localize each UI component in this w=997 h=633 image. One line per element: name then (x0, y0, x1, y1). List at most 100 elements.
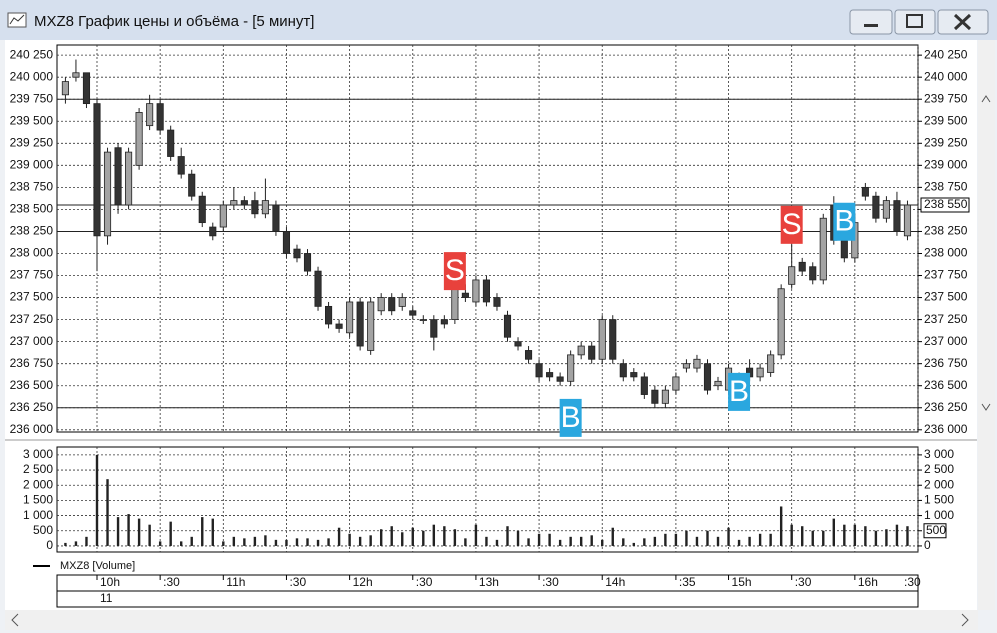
y-tick-label: 237 250 (10, 312, 54, 326)
candle-body (430, 319, 438, 338)
last-price-label: 238 550 (924, 197, 968, 211)
y-tick-label: 1 500 (23, 493, 53, 507)
y-tick-label-right: 3 000 (924, 447, 954, 461)
volume-bar (611, 527, 614, 546)
y-tick-label-right: 236 750 (924, 356, 968, 370)
volume-bar (264, 535, 267, 546)
y-tick-label: 239 750 (10, 91, 54, 105)
y-tick-label: 240 250 (10, 47, 54, 61)
signal-label: S (445, 254, 465, 287)
volume-bar (485, 536, 488, 546)
volume-bar (601, 539, 604, 546)
y-tick-label: 500 (33, 523, 53, 537)
volume-bar (579, 536, 583, 546)
candle-body (609, 319, 617, 360)
signal-marker (559, 398, 582, 437)
candle-body (493, 297, 501, 307)
minimize-button[interactable] (849, 9, 893, 35)
vertical-scrollbar[interactable] (978, 40, 995, 610)
y-tick-label: 237 000 (10, 334, 54, 348)
volume-bar (769, 533, 772, 546)
candle-body (251, 200, 259, 215)
window-title: MXZ8 График цены и объёма - [5 минут] (34, 13, 314, 30)
volume-bar (653, 536, 657, 546)
volume-bar (716, 536, 720, 546)
y-tick-label: 238 750 (10, 180, 54, 194)
y-tick-label: 2 500 (23, 462, 53, 476)
candle-body (682, 363, 690, 369)
volume-bar (243, 538, 246, 546)
volume-bar (695, 536, 699, 546)
volume-bar (790, 524, 793, 546)
candle-body (756, 367, 764, 378)
y-tick-label-right: 2 500 (924, 462, 954, 476)
candle-body (240, 200, 248, 206)
volume-bar (874, 530, 878, 546)
candle-body (409, 310, 417, 316)
candle-body (114, 147, 122, 206)
volume-bar (906, 526, 909, 546)
volume-bar (116, 517, 120, 546)
time-label: 10h (100, 575, 120, 589)
y-tick-label-right: 239 500 (924, 113, 968, 127)
volume-bar (706, 530, 709, 546)
volume-bar (864, 526, 867, 546)
y-tick-label-right: 2 000 (924, 477, 954, 491)
volume-bar (316, 539, 320, 546)
candle-body (377, 297, 385, 312)
maximize-button[interactable] (894, 9, 936, 35)
last-price-box (920, 197, 970, 213)
candle-body (861, 186, 869, 197)
time-label: :30 (289, 575, 306, 589)
y-tick-label-right: 0 (924, 538, 931, 552)
volume-bar (822, 530, 825, 546)
candle-body (177, 156, 185, 175)
candle-body (209, 226, 217, 237)
candle-body (567, 354, 575, 382)
y-tick-label: 238 500 (10, 202, 54, 216)
candle-body (535, 363, 543, 378)
candle-body (272, 204, 280, 232)
close-button[interactable] (937, 9, 989, 35)
y-tick-label-right: 238 250 (924, 224, 968, 238)
candle-body (630, 372, 638, 378)
y-tick-label-right: 240 000 (924, 69, 968, 83)
time-label: 11h (226, 575, 245, 589)
y-tick-label: 240 000 (10, 69, 54, 83)
candle-body (461, 292, 469, 298)
scroll-down-arrow[interactable] (981, 403, 991, 411)
candle-body (482, 279, 491, 303)
y-tick-label: 1 000 (23, 508, 53, 522)
y-tick-label: 2 000 (23, 477, 53, 491)
volume-bar (811, 530, 814, 546)
scroll-up-arrow[interactable] (981, 95, 991, 103)
volume-bar (348, 533, 351, 546)
time-label: :30 (542, 575, 559, 589)
y-tick-label: 239 500 (10, 113, 54, 127)
candle-body (230, 200, 238, 206)
candle-body (167, 129, 175, 157)
horizontal-scrollbar[interactable] (5, 610, 978, 630)
time-label: :30 (795, 575, 812, 589)
candle-body (135, 112, 143, 166)
volume-bar (758, 533, 762, 546)
candle-body (714, 380, 722, 387)
scroll-left-arrow[interactable] (11, 613, 19, 627)
candle-body (640, 376, 648, 395)
volume-bar (464, 538, 467, 546)
volume-bar (801, 526, 804, 546)
y-tick-label: 239 000 (10, 158, 54, 172)
candle-body (282, 231, 291, 254)
candle-body (524, 350, 533, 360)
scroll-right-arrow[interactable] (961, 613, 969, 627)
candle-body (840, 239, 848, 259)
signal-label: B (561, 401, 581, 434)
candle-body (798, 261, 806, 272)
candle-body (472, 279, 480, 303)
volume-bar (369, 535, 372, 546)
y-tick-label-right: 236 000 (924, 422, 968, 436)
y-tick-label: 237 750 (10, 268, 54, 282)
candle-body (693, 358, 701, 369)
y-tick-label-right: 239 250 (924, 135, 968, 149)
